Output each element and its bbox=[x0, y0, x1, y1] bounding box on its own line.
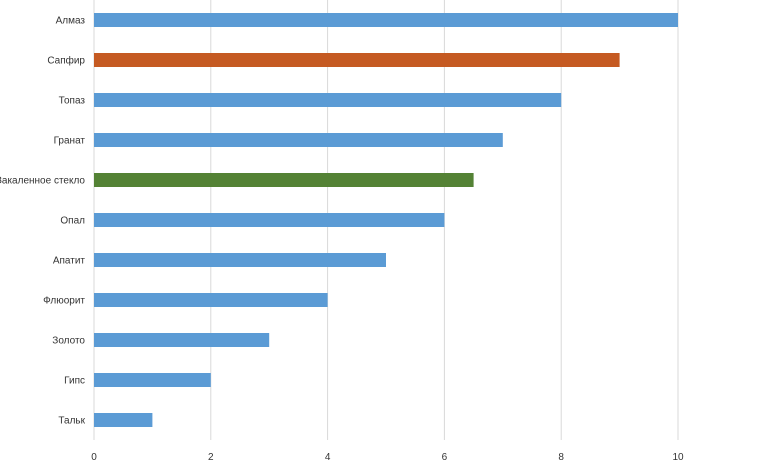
category-label: Гипс bbox=[64, 376, 85, 387]
category-label: Сапфир bbox=[47, 55, 85, 67]
bar bbox=[94, 13, 678, 27]
x-tick-label: 6 bbox=[442, 452, 448, 463]
category-label: Тальк bbox=[58, 416, 85, 427]
category-label: Гранат bbox=[54, 136, 86, 147]
bar bbox=[94, 213, 445, 227]
x-tick-label: 8 bbox=[558, 452, 564, 463]
category-label: Закаленное стекло bbox=[0, 176, 85, 187]
bar bbox=[94, 373, 211, 387]
bar bbox=[94, 53, 620, 67]
category-label: Опал bbox=[60, 216, 85, 227]
x-tick-label: 2 bbox=[208, 452, 214, 463]
bar bbox=[94, 333, 270, 347]
x-tick-label: 10 bbox=[672, 452, 684, 463]
x-axis-tick-labels: 0 2 4 6 8 10 bbox=[91, 452, 684, 463]
bar bbox=[94, 93, 562, 107]
bar bbox=[94, 293, 328, 307]
category-label: Алмаз bbox=[56, 16, 86, 27]
x-tick-label: 4 bbox=[325, 452, 331, 463]
category-label: Золото bbox=[52, 336, 85, 347]
category-labels: Алмаз Сапфир Топаз Гранат Закаленное стекло О… bbox=[0, 16, 86, 427]
bar bbox=[94, 173, 474, 187]
bars bbox=[94, 13, 678, 427]
bar bbox=[94, 413, 153, 427]
bar bbox=[94, 253, 386, 267]
x-tick-label: 0 bbox=[91, 452, 97, 463]
bar bbox=[94, 133, 503, 147]
category-label: Топаз bbox=[59, 96, 86, 107]
category-label: Апатит bbox=[53, 256, 86, 267]
category-label: Флюорит bbox=[43, 296, 85, 307]
